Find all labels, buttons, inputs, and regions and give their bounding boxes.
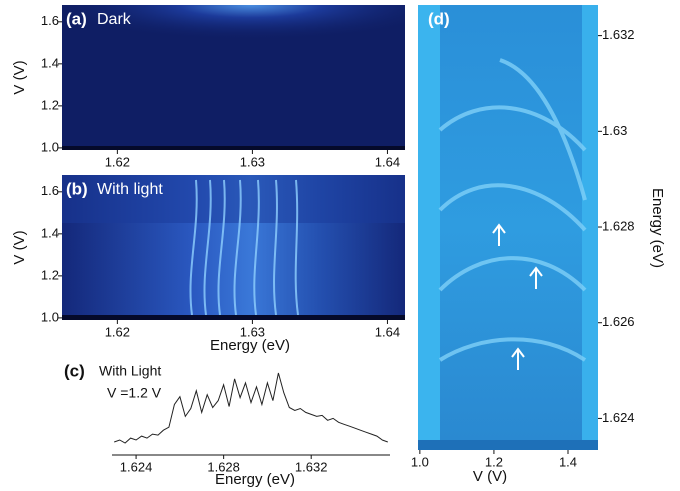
panel-title: With light: [97, 181, 163, 198]
y-tick-label: 1.4: [41, 225, 59, 240]
y-tick-label: 1.6: [41, 183, 59, 198]
y-tick-label: 1.628: [602, 218, 635, 233]
panel-label: (a): [66, 9, 87, 28]
x-tick-label: 1.624: [120, 459, 153, 474]
panel-label: (c): [64, 361, 85, 380]
y-tick-label: 1.6: [41, 13, 59, 28]
x-tick-label: 1.4: [559, 454, 577, 469]
y-tick-label: 1.2: [41, 97, 59, 112]
y-tick-label: 1.624: [602, 410, 635, 425]
panel-title: Dark: [97, 11, 132, 28]
y-tick-label: 1.63: [602, 123, 627, 138]
x-tick-label: 1.64: [375, 154, 400, 169]
x-tick-label: 1.0: [411, 454, 429, 469]
y-axis-label: V (V): [11, 60, 28, 94]
x-axis-label: Energy (eV): [210, 337, 290, 354]
x-tick-label: 1.63: [240, 154, 265, 169]
y-tick-label: 1.0: [41, 309, 59, 324]
x-axis-label: Energy (eV): [215, 471, 295, 488]
heatmap-d: [418, 5, 598, 450]
y-tick-label: 1.626: [602, 314, 635, 329]
heatmap-a: [62, 5, 405, 150]
x-axis-label: V (V): [473, 468, 507, 485]
y-tick-label: 1.0: [41, 139, 59, 154]
spectrum-line: [114, 372, 388, 444]
y-axis-label: V (V): [11, 230, 28, 264]
y-axis-label: Energy (eV): [649, 188, 666, 268]
y-tick-label: 1.2: [41, 267, 59, 282]
panel-title: With Light: [99, 363, 161, 379]
x-tick-label: 1.62: [105, 324, 130, 339]
x-tick-label: 1.62: [105, 154, 130, 169]
y-tick-label: 1.4: [41, 55, 59, 70]
x-tick-label: 1.628: [207, 459, 240, 474]
y-tick-label: 1.632: [602, 27, 635, 42]
x-tick-label: 1.64: [375, 324, 400, 339]
panel-label: (d): [428, 9, 450, 28]
x-tick-label: 1.63: [240, 324, 265, 339]
panel-label: (b): [66, 179, 88, 198]
heatmap-b: [62, 175, 405, 320]
x-tick-label: 1.632: [295, 459, 328, 474]
panel-subtitle: V =1.2 V: [107, 385, 162, 401]
x-tick-label: 1.2: [485, 454, 503, 469]
